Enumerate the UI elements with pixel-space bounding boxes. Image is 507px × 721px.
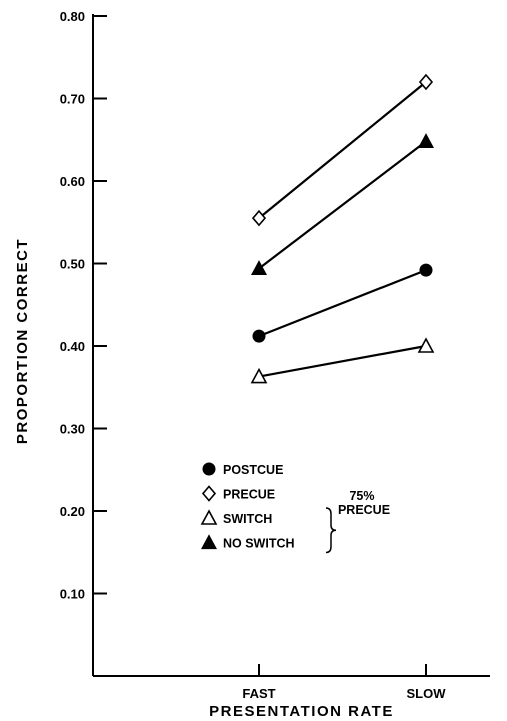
- y-ticks: 0.10 0.20 0.30 0.40 0.50 0.60 0.70 0.80: [60, 9, 107, 602]
- x-tick-label: SLOW: [407, 686, 447, 701]
- marker-open-diamond: [418, 73, 434, 91]
- marker-filled-triangle: [417, 133, 435, 148]
- series-line: [258, 140, 427, 270]
- marker-filled-triangle: [200, 534, 218, 550]
- series-lines: [258, 81, 427, 378]
- marker-filled-circle: [252, 329, 266, 343]
- x-tick-label: FAST: [242, 686, 275, 701]
- y-axis-title: PROPORTION CORRECT: [14, 238, 31, 444]
- marker-filled-circle: [202, 462, 216, 476]
- series-line: [258, 81, 427, 219]
- x-ticks: FAST SLOW: [242, 664, 446, 701]
- marker-open-diamond: [251, 209, 267, 227]
- legend-label: SWITCH: [223, 512, 272, 526]
- legend-group-label: PRECUE: [338, 503, 390, 517]
- y-tick-label: 0.60: [60, 174, 85, 189]
- legend-brace: [325, 507, 337, 554]
- marker-open-triangle: [417, 337, 435, 353]
- marker-open-triangle: [200, 509, 218, 525]
- y-tick-label: 0.20: [60, 504, 85, 519]
- marker-open-diamond: [201, 485, 217, 502]
- y-tick-label: 0.30: [60, 422, 85, 437]
- marker-filled-circle: [419, 263, 433, 277]
- x-axis-title: PRESENTATION RATE: [209, 703, 394, 720]
- legend-label: PRECUE: [223, 488, 275, 502]
- series-line: [258, 344, 427, 378]
- marker-filled-triangle: [250, 260, 268, 276]
- y-tick-label: 0.80: [60, 9, 85, 24]
- series-line: [258, 269, 427, 338]
- y-tick-label: 0.10: [60, 587, 85, 602]
- marker-open-triangle: [250, 367, 268, 384]
- y-tick-label: 0.40: [60, 339, 85, 354]
- axes: [92, 14, 490, 677]
- legend-label: NO SWITCH: [223, 537, 295, 551]
- y-tick-label: 0.50: [60, 257, 85, 272]
- legend-label: POSTCUE: [223, 463, 283, 477]
- series-markers: [250, 73, 435, 384]
- y-tick-label: 0.70: [60, 92, 85, 107]
- legend-group-label: 75%: [349, 489, 374, 503]
